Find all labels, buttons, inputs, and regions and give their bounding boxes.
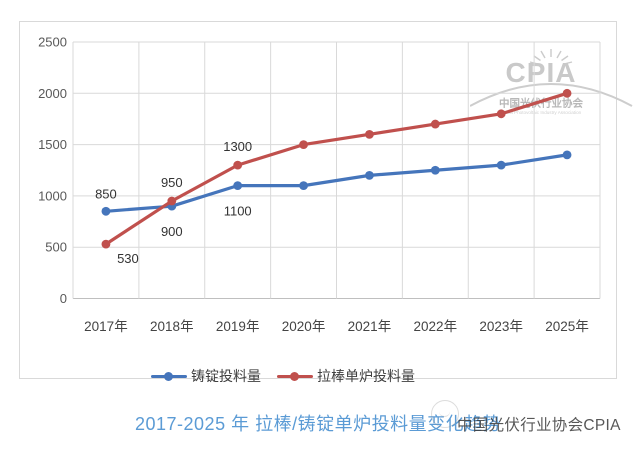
- x-tick-label: 2025年: [545, 319, 589, 334]
- data-point: [233, 160, 243, 170]
- data-label: 850: [95, 186, 117, 201]
- legend-marker-red-icon: [277, 371, 313, 381]
- data-point: [299, 140, 308, 149]
- data-point: [299, 181, 308, 191]
- x-tick-label: 2020年: [282, 319, 326, 334]
- y-tick-label: 1000: [38, 188, 67, 203]
- data-point: [562, 88, 572, 98]
- data-label: 1100: [224, 204, 252, 219]
- legend-item-rod: 拉棒单炉投料量: [277, 366, 415, 386]
- x-tick-label: 2017年: [84, 319, 128, 334]
- legend-label-ingot: 铸锭投料量: [191, 368, 261, 384]
- data-point: [496, 109, 506, 119]
- y-tick-label: 500: [45, 240, 67, 255]
- data-point: [496, 160, 506, 170]
- plot-svg: 0 500 1000 1500 2000 2500 2017年 2018年 2019年 2020年…: [38, 35, 601, 334]
- x-tick-label: 2022年: [414, 319, 458, 334]
- watermark-arc: [470, 83, 633, 107]
- legend: 铸锭投料量 拉棒单炉投料量: [151, 366, 415, 386]
- y-tick-label: 2000: [38, 86, 67, 101]
- legend-marker-blue-icon: [151, 371, 187, 381]
- data-point: [365, 129, 374, 139]
- data-point: [430, 165, 440, 175]
- footer-watermark-text: 中国光伏行业协会CPIA: [457, 417, 621, 434]
- data-label: 900: [161, 224, 183, 239]
- y-tick-label: 0: [60, 291, 67, 306]
- data-point: [167, 196, 177, 206]
- y-tick-label: 1500: [38, 137, 67, 152]
- data-point: [101, 206, 111, 216]
- data-point: [430, 119, 440, 129]
- data-label: 950: [161, 175, 183, 190]
- data-label: 530: [117, 251, 139, 266]
- watermark-en-text: China Photovoltaic Industry Association: [501, 110, 582, 115]
- chart-title: 2017-2025 年 拉棒/铸锭单炉投料量变化趋势: [135, 414, 502, 434]
- chart-title-row: 2017-2025 年 拉棒/铸锭单炉投料量变化趋势 中国光伏行业协会CPIA: [0, 400, 634, 439]
- x-tick-label: 2018年: [150, 319, 194, 334]
- legend-item-ingot: 铸锭投料量: [151, 366, 261, 386]
- data-point: [101, 239, 111, 249]
- data-label: 1300: [223, 139, 252, 154]
- y-tick-label: 2500: [38, 35, 67, 50]
- legend-label-rod: 拉棒单炉投料量: [317, 368, 415, 384]
- data-point: [365, 170, 374, 180]
- circle-stamp-watermark: [431, 400, 459, 428]
- x-tick-label: 2021年: [348, 319, 392, 334]
- data-point: [562, 150, 572, 160]
- x-tick-label: 2023年: [479, 319, 523, 334]
- watermark-brand-text: CPIA: [506, 57, 577, 88]
- data-point: [233, 181, 243, 191]
- chart-area: CPIA 中国光伏行业协会 China Photovoltaic Industr…: [19, 21, 633, 384]
- series-line-1: [104, 91, 569, 246]
- x-tick-label: 2019年: [216, 319, 260, 334]
- series-line-0: [104, 153, 569, 213]
